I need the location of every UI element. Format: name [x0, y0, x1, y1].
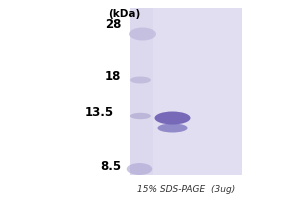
- Bar: [130, 8, 242, 175]
- Text: 15% SDS-PAGE  (3ug): 15% SDS-PAGE (3ug): [137, 185, 235, 194]
- Text: (kDa): (kDa): [108, 9, 141, 19]
- Ellipse shape: [158, 123, 188, 132]
- Ellipse shape: [130, 76, 151, 84]
- Text: 28: 28: [105, 18, 122, 30]
- Text: 8.5: 8.5: [100, 160, 122, 172]
- Bar: [153, 8, 242, 175]
- Ellipse shape: [154, 112, 190, 124]
- Ellipse shape: [130, 113, 151, 119]
- Ellipse shape: [127, 163, 152, 175]
- Text: 18: 18: [105, 70, 122, 82]
- Ellipse shape: [129, 27, 156, 40]
- Text: 13.5: 13.5: [85, 106, 114, 118]
